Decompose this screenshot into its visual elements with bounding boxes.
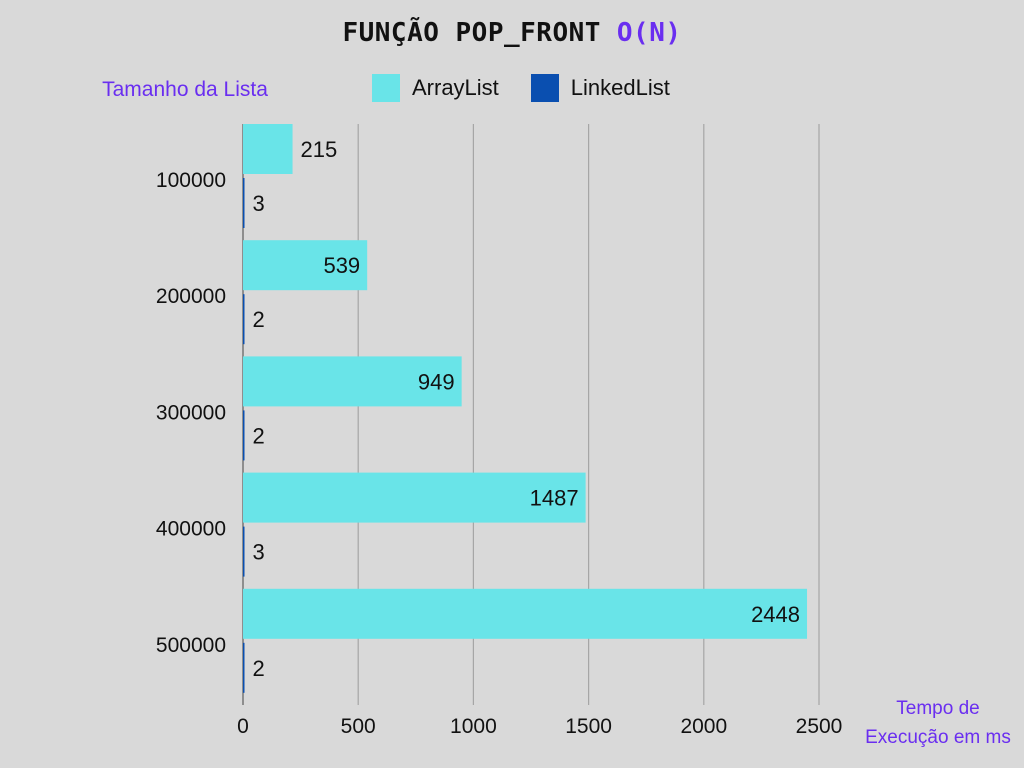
data-label: 1487 [530,486,579,511]
bar-arraylist [243,472,586,523]
bar-linkedlist [243,410,245,461]
x-tick-label: 500 [341,715,376,738]
chart-title: FUNÇÃO POP_FRONT O(N) [0,18,1024,48]
bar-linkedlist [243,526,245,577]
legend-item-linkedlist: LinkedList [530,74,670,102]
data-label: 2448 [751,602,800,627]
x-tick-label: 1500 [565,715,612,738]
bar-arraylist [243,124,293,174]
y-tick-label: 200000 [156,285,226,308]
bar-linkedlist [243,294,245,345]
data-label: 3 [253,540,265,565]
legend-swatch-linkedlist [530,74,559,102]
chart-title-complexity: O(N) [616,18,682,48]
bar-linkedlist [243,642,245,693]
x-tick-label: 0 [237,715,249,738]
y-tick-label: 400000 [156,518,226,541]
bar-linkedlist [243,178,245,228]
data-label: 3 [253,191,265,216]
x-axis-label: Tempo de Execução em ms [865,698,1011,748]
data-label: 539 [323,253,360,278]
bar-arraylist [243,588,808,639]
y-axis-label: Tamanho da Lista [102,78,268,101]
legend-swatch-arraylist [372,74,400,102]
data-label: 949 [418,369,455,394]
data-label: 2 [253,423,265,448]
chart-title-main: FUNÇÃO POP_FRONT [342,18,601,48]
legend: ArrayList LinkedList [372,74,702,102]
x-tick-label: 2000 [680,715,727,738]
y-tick-label: 300000 [156,401,226,424]
y-tick-label: 500000 [156,634,226,657]
bar-arraylist [243,240,368,291]
legend-item-arraylist: ArrayList [372,74,499,102]
bar-arraylist [243,356,462,407]
x-tick-label: 2500 [796,715,843,738]
x-tick-label: 1000 [450,715,497,738]
y-tick-label: 100000 [156,169,226,192]
data-label: 2 [253,656,265,681]
data-label: 215 [301,137,338,162]
legend-label-arraylist: ArrayList [412,75,499,100]
legend-label-linkedlist: LinkedList [570,75,670,100]
data-label: 2 [253,307,265,332]
